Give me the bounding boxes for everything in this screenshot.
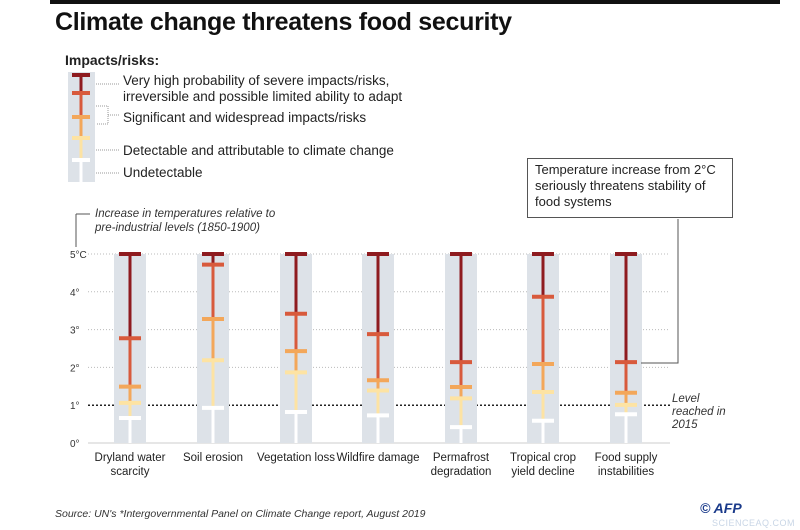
legend-title: Impacts/risks: (65, 52, 160, 68)
y-axis-title: Increase in temperatures relative to pre… (95, 208, 276, 234)
category-label: Vegetation loss (256, 452, 335, 464)
category-label: Permafrost degradation (430, 452, 492, 478)
legend-very-high: Very high probability of severe impacts/… (123, 73, 403, 104)
legend-bracket (96, 105, 120, 125)
category-label: Dryland water scarcity (94, 452, 166, 478)
legend-undetectable: Undetectable (123, 165, 203, 180)
annotation-box: Temperature increase from 2°C seriously … (527, 158, 733, 218)
page-title: Climate change threatens food security (55, 8, 512, 36)
category-label: Tropical crop yield decline (509, 452, 577, 478)
category-label: Wildfire damage (336, 452, 420, 464)
y-tick-label: 4° (70, 288, 80, 299)
legend-significant: Significant and widespread impacts/risks (123, 110, 367, 125)
y-tick-label: 0° (70, 439, 80, 450)
y-tick-label: 3° (70, 326, 80, 337)
top-rule (50, 0, 780, 4)
legend-detectable: Detectable and attributable to climate c… (123, 143, 394, 158)
reference-line-label: Level reached in 2015 (672, 393, 726, 431)
annotation-leader (641, 219, 679, 364)
afp-logo: © AFP (700, 500, 742, 516)
category-label: Soil erosion (182, 452, 244, 464)
y-tick-label: 1° (70, 401, 80, 412)
y-tick-label: 5°C (70, 250, 87, 261)
source-note: Source: UN's *Intergovernmental Panel on… (55, 508, 426, 520)
watermark: SCIENCEAQ.COM (712, 518, 796, 528)
category-label: Food supply instabilities (594, 452, 658, 478)
y-tick-label: 2° (70, 363, 80, 374)
